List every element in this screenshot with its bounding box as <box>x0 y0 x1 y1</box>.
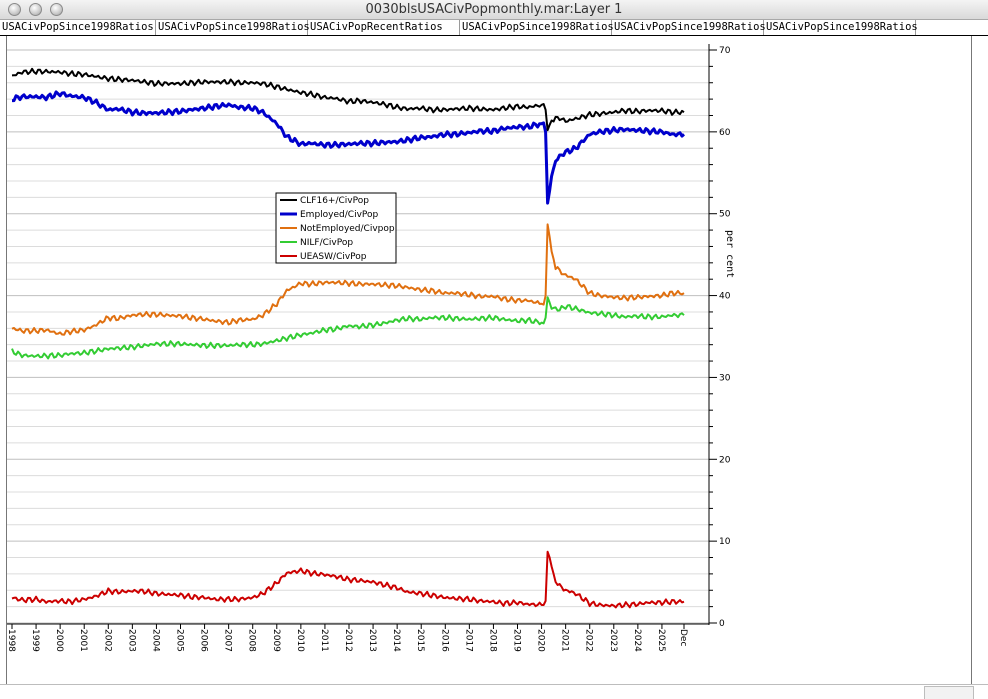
x-tick-label: 1998 <box>6 629 16 652</box>
tab-usacivpopsince1998ratios-1[interactable]: USACivPopSince1998Ratios <box>0 20 156 35</box>
plot-frame <box>6 36 972 684</box>
y-axis: 0 10 20 30 40 50 60 70 <box>708 44 731 629</box>
y-axis-label: per cent <box>724 230 735 278</box>
x-tick-label: 2010 <box>295 629 305 652</box>
series-lines <box>11 67 686 609</box>
window-titlebar: 0030blsUSACivPopmonthly.mar:Layer 1 <box>0 0 988 20</box>
y-tick-label: 70 <box>719 46 731 56</box>
layer-tab-bar: USACivPopSince1998Ratios USACivPopSince1… <box>0 20 988 36</box>
series-line-employed-civpop <box>12 90 686 205</box>
x-tick-label: 2014 <box>391 629 401 652</box>
x-tick-label: 2024 <box>632 629 642 652</box>
legend-entry: UEASW/CivPop <box>300 252 367 262</box>
zoom-window-button[interactable] <box>50 3 63 16</box>
x-tick-label: 2021 <box>560 629 570 652</box>
x-tick-label: 2000 <box>54 629 64 652</box>
x-tick-label: 2019 <box>512 629 522 652</box>
legend: CLF16+/CivPop Employed/CivPop NotEmployed/… <box>275 192 397 264</box>
tab-usacivpopsince1998ratios-2[interactable]: USACivPopSince1998Ratios <box>158 20 310 35</box>
tab-usacivpoprecentratios[interactable]: USACivPopRecentRatios <box>308 20 460 35</box>
legend-entry: Employed/CivPop <box>300 210 379 220</box>
y-tick-label: 0 <box>719 619 725 629</box>
series-line-clf16-civpop <box>11 67 685 132</box>
x-tick-label: 2011 <box>319 629 329 652</box>
series-line-notemployed-civpop <box>11 223 685 336</box>
x-tick-label: 2005 <box>175 629 185 652</box>
y-tick-label: 60 <box>719 128 731 138</box>
y-tick-label: 10 <box>719 537 731 547</box>
x-tick-label: 2023 <box>608 629 618 652</box>
minimize-window-button[interactable] <box>29 3 42 16</box>
x-tick-label: Dec <box>678 629 688 646</box>
x-tick-label: 2025 <box>656 629 666 652</box>
tab-usacivpopsince1998ratios-3[interactable]: USACivPopSince1998Ratios <box>462 20 614 35</box>
y-tick-label: 20 <box>719 455 731 465</box>
gridlines <box>7 49 709 624</box>
x-tick-label: 2006 <box>199 629 209 652</box>
x-tick-label: 2004 <box>150 629 160 652</box>
close-window-button[interactable] <box>8 3 21 16</box>
legend-entry: NotEmployed/Civpop <box>300 224 395 234</box>
x-tick-label: 1999 <box>30 629 40 652</box>
x-tick-label: 2002 <box>102 629 112 652</box>
series-line-nilf-civpop <box>11 296 685 360</box>
x-axis: 1998 1999 2000 2001 2002 2003 2004 2005 2006 2007… <box>6 623 709 652</box>
x-tick-label: 2001 <box>78 629 88 652</box>
x-tick-label: 2022 <box>584 629 594 652</box>
x-tick-label: 2009 <box>271 629 281 652</box>
y-tick-label: 40 <box>719 292 731 302</box>
x-tick-label: 2018 <box>487 629 497 652</box>
resize-handle[interactable] <box>924 686 974 699</box>
y-tick-label: 30 <box>719 373 731 383</box>
tab-usacivpopsince1998ratios-5[interactable]: USACivPopSince1998Ratios <box>766 20 918 35</box>
x-tick-label: 2013 <box>367 629 377 652</box>
x-tick-label: 2020 <box>536 629 546 652</box>
window-title: 0030blsUSACivPopmonthly.mar:Layer 1 <box>365 2 623 17</box>
tab-usacivpopsince1998ratios-4[interactable]: USACivPopSince1998Ratios <box>614 20 766 35</box>
x-tick-label: 2003 <box>126 629 136 652</box>
y-tick-label: 50 <box>719 210 731 220</box>
x-tick-label: 2008 <box>247 629 257 652</box>
x-tick-label: 2007 <box>223 629 233 652</box>
legend-entry: NILF/CivPop <box>300 238 353 248</box>
x-tick-label: 2016 <box>439 629 449 652</box>
series-line-ueasw-civpop <box>11 550 685 609</box>
x-tick-label: 2017 <box>463 629 473 652</box>
x-tick-label: 2015 <box>415 629 425 652</box>
legend-entry: CLF16+/CivPop <box>300 196 369 206</box>
x-tick-label: 2012 <box>343 629 353 652</box>
status-strip <box>0 684 988 699</box>
